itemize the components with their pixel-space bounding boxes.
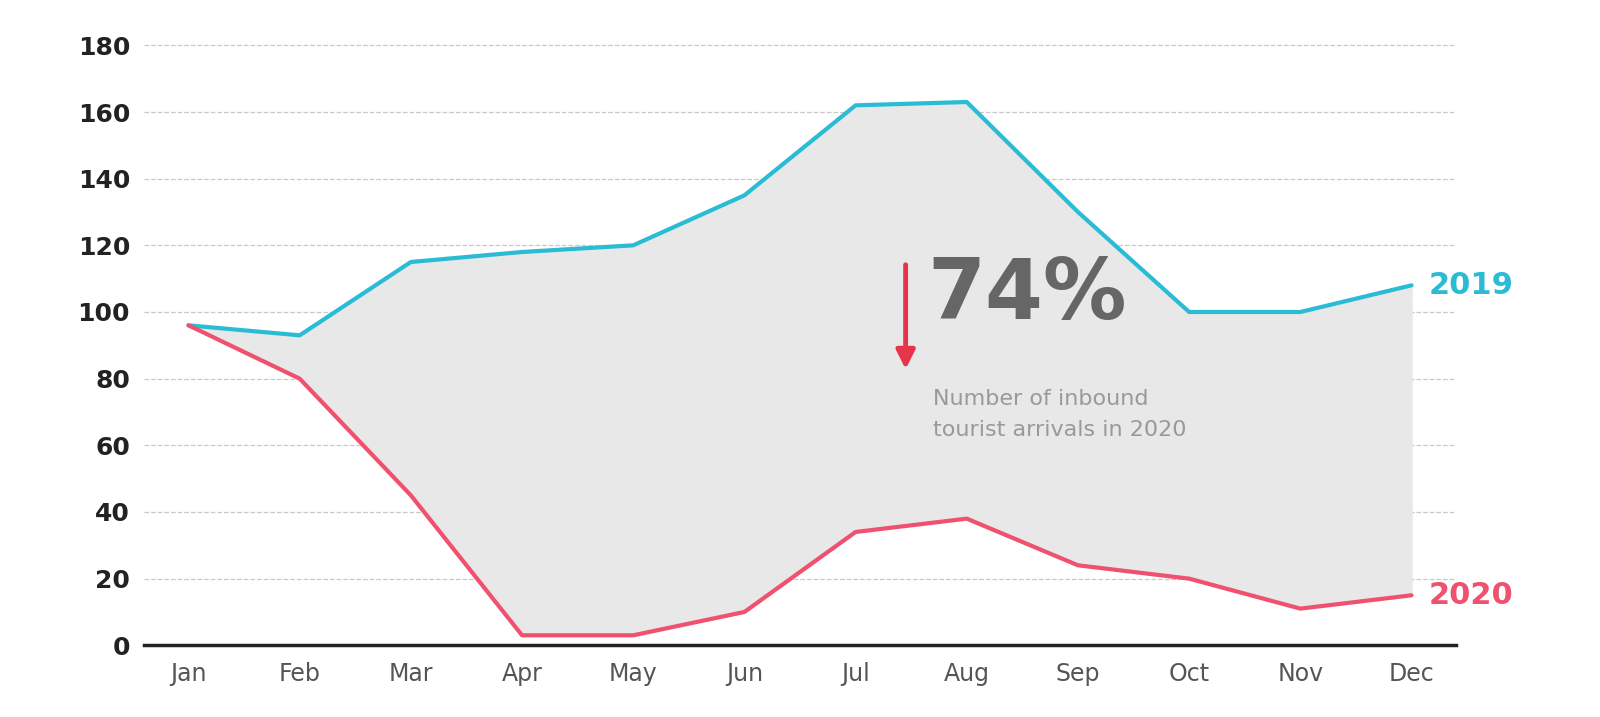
Text: Number of inbound
tourist arrivals in 2020: Number of inbound tourist arrivals in 20… xyxy=(933,389,1187,440)
Text: 2019: 2019 xyxy=(1429,271,1514,300)
Text: 74%: 74% xyxy=(928,255,1128,336)
Text: 2020: 2020 xyxy=(1429,581,1514,609)
